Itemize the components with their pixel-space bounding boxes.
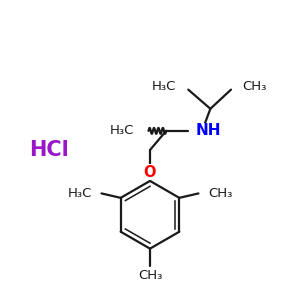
Text: NH: NH	[196, 123, 221, 138]
Text: CH₃: CH₃	[208, 187, 232, 200]
Text: H₃C: H₃C	[68, 187, 92, 200]
Text: H₃C: H₃C	[152, 80, 176, 93]
Text: CH₃: CH₃	[138, 268, 162, 282]
Text: O: O	[144, 165, 156, 180]
Text: CH₃: CH₃	[242, 80, 266, 93]
Text: HCl: HCl	[29, 140, 69, 160]
Text: H₃C: H₃C	[110, 124, 134, 137]
